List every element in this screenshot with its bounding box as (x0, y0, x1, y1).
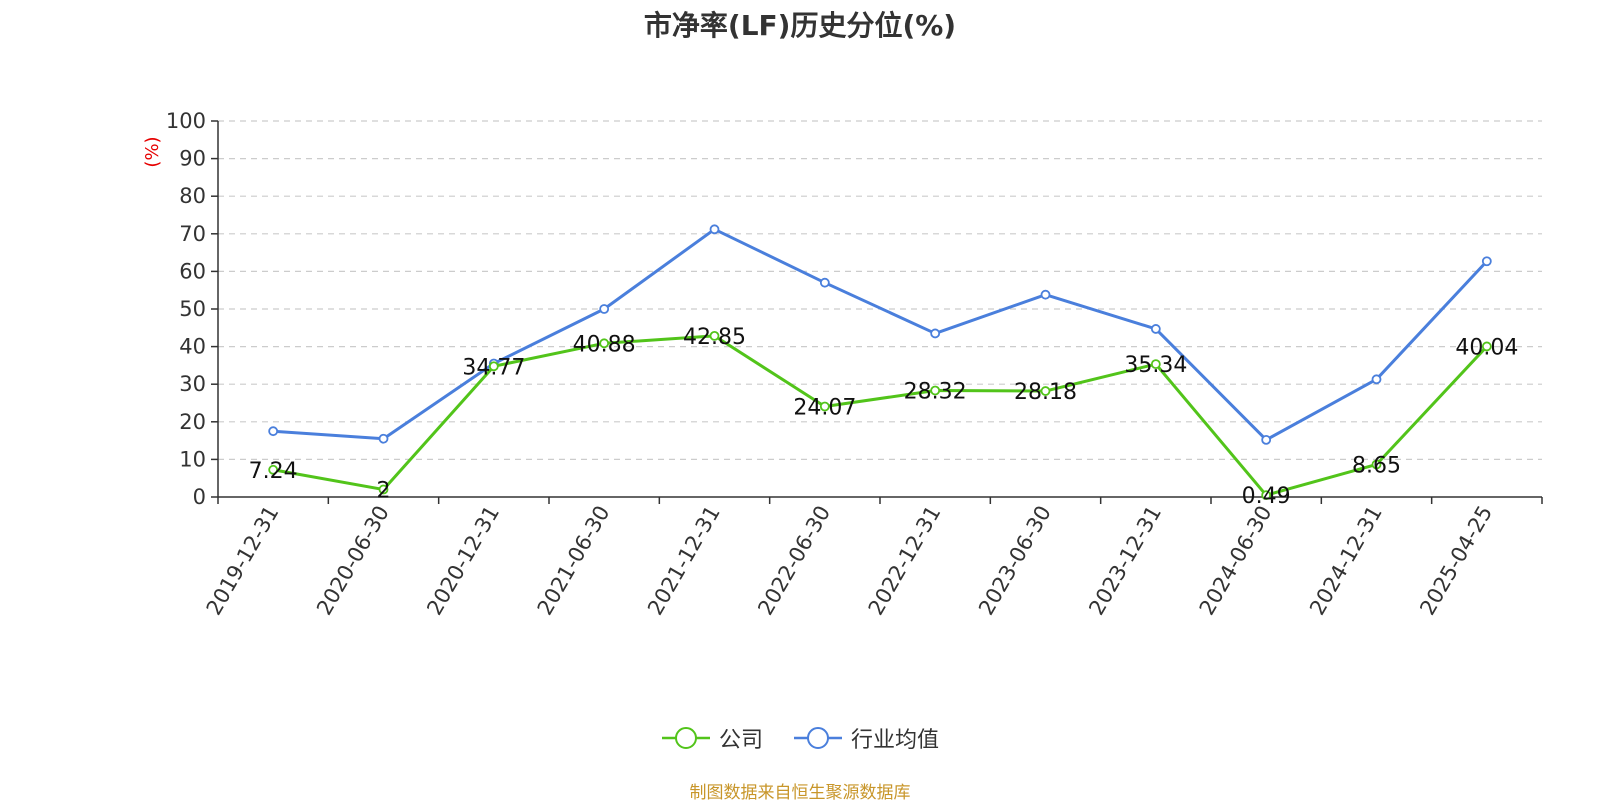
y-tick-label: 30 (179, 372, 206, 396)
y-tick-label: 10 (179, 447, 206, 471)
data-label: 2 (377, 478, 391, 503)
data-point (819, 277, 830, 288)
data-point (1481, 341, 1492, 352)
x-tick-label: 2024-06-30 (1195, 502, 1277, 620)
data-label: 28.18 (1014, 380, 1077, 405)
y-tick-label: 0 (193, 485, 206, 509)
grid-lines (218, 120, 1542, 460)
data-point (1261, 490, 1272, 501)
data-label: 40.88 (573, 332, 636, 357)
series-lines (268, 224, 1492, 501)
legend-marker (807, 727, 829, 749)
data-point (268, 426, 279, 437)
y-axis-unit-label: (%) (142, 136, 163, 167)
data-point (599, 338, 610, 349)
x-tick-label: 2020-06-30 (312, 502, 394, 620)
data-point (1040, 289, 1051, 300)
chart-title: 市净率(LF)历史分位(%) (643, 9, 957, 42)
series-line (273, 227, 1488, 442)
y-tick-label: 80 (179, 184, 206, 208)
data-point (709, 330, 720, 341)
legend-marker (674, 727, 697, 749)
data-label: 35.34 (1124, 353, 1187, 378)
data-label: 28.32 (904, 380, 967, 405)
data-point (488, 361, 499, 372)
data-point (1371, 374, 1382, 385)
y-tick-label: 90 (179, 147, 206, 171)
x-tick-label: 2024-12-31 (1305, 502, 1387, 620)
data-point (378, 484, 389, 495)
y-tick-label: 100 (166, 109, 206, 133)
data-point (709, 224, 720, 235)
data-label: 8.65 (1352, 453, 1401, 478)
legend: 公司 行业均值 (0, 722, 1600, 754)
data-point (378, 433, 389, 444)
y-tick-label: 20 (179, 410, 206, 434)
legend-item[interactable]: 行业均值 (793, 722, 939, 754)
data-point (599, 304, 610, 314)
data-label: 34.77 (462, 355, 525, 380)
data-point (268, 464, 279, 475)
data-label: 40.04 (1455, 335, 1518, 360)
data-point (1040, 386, 1051, 396)
x-tick-label: 2023-12-31 (1084, 502, 1166, 620)
x-tick-label: 2022-06-30 (753, 502, 835, 620)
y-tick-label: 60 (179, 259, 206, 283)
y-tick-label: 70 (179, 222, 206, 246)
data-label: 42.85 (683, 325, 746, 350)
data-point (819, 401, 830, 412)
data-point (930, 328, 941, 339)
x-tick-label: 2021-12-31 (643, 502, 725, 620)
legend-label: 行业均值 (851, 728, 940, 753)
y-tick-label: 50 (179, 297, 206, 321)
data-point (1371, 459, 1382, 470)
legend-swatch-icon (661, 727, 710, 749)
data-point (930, 385, 941, 396)
x-tick-label: 2019-12-31 (202, 502, 284, 620)
data-label: 0.49 (1242, 484, 1291, 509)
data-point (1150, 359, 1161, 370)
x-tick-label: 2020-12-31 (422, 502, 504, 620)
legend-item[interactable]: 公司 (661, 722, 763, 754)
series-line (272, 334, 1488, 497)
data-point (1150, 324, 1161, 334)
data-point (1261, 434, 1272, 445)
data-label: 7.24 (249, 459, 298, 484)
data-point (1481, 256, 1492, 267)
data-label: 24.07 (793, 395, 856, 420)
axes: 0 10 20 30 40 50 60 70 80 90 100 2019-12-31 2020-06-… (166, 109, 1543, 620)
legend-swatch-icon (794, 727, 842, 749)
data-labels: 7.24 2 34.77 40.88 42.85 24.07 28.32 28.18 35.34… (249, 325, 1519, 509)
x-tick-label: 2021-06-30 (533, 502, 615, 620)
x-tick-label: 2023-06-30 (974, 502, 1056, 620)
x-tick-label: 2025-04-25 (1415, 502, 1497, 620)
y-tick-label: 40 (179, 335, 206, 359)
source-note: 制图数据来自恒生聚源数据库 (689, 783, 911, 803)
legend-label: 公司 (718, 728, 763, 753)
x-tick-label: 2022-12-31 (864, 502, 946, 620)
